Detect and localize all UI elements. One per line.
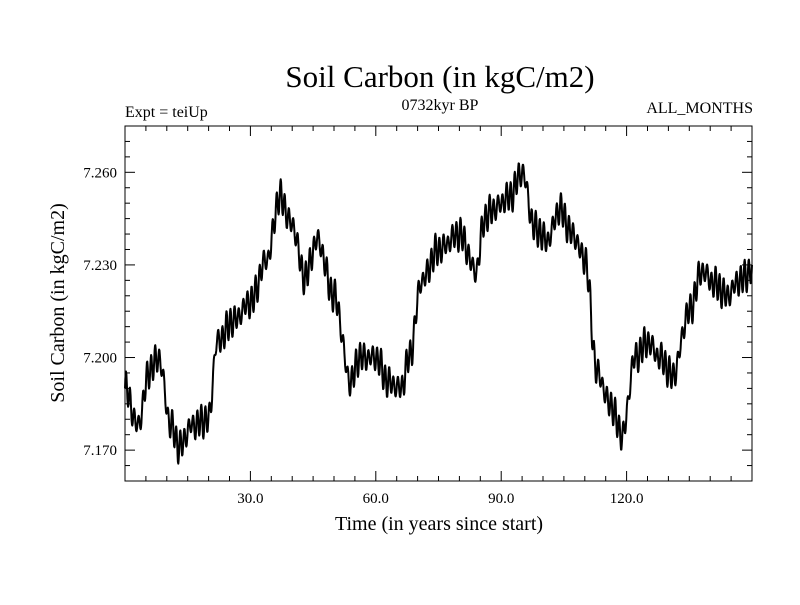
x-tick-label: 30.0 (237, 491, 263, 507)
y-axis-label: Soil Carbon (in kgC/m2) (47, 203, 69, 402)
x-axis-label: Time (in years since start) (335, 513, 543, 535)
x-tick-label: 60.0 (363, 491, 389, 507)
chart-title: Soil Carbon (in kgC/m2) (285, 59, 594, 94)
experiment-label: Expt = teiUp (125, 104, 208, 121)
y-tick-label: 7.260 (83, 165, 117, 181)
chart-subtitle: 0732kyr BP (402, 97, 479, 114)
x-tick-label: 120.0 (610, 491, 644, 507)
data-series-line (124, 162, 753, 465)
x-tick-label: 90.0 (488, 491, 514, 507)
y-tick-label: 7.200 (83, 351, 117, 367)
month-filter-label: ALL_MONTHS (646, 100, 753, 117)
y-tick-label: 7.230 (83, 258, 117, 274)
y-tick-label: 7.170 (83, 443, 117, 459)
axes: 30.0 60.0 90.0 120.0 7.170 7.200 7.230 7.260 (83, 126, 752, 507)
